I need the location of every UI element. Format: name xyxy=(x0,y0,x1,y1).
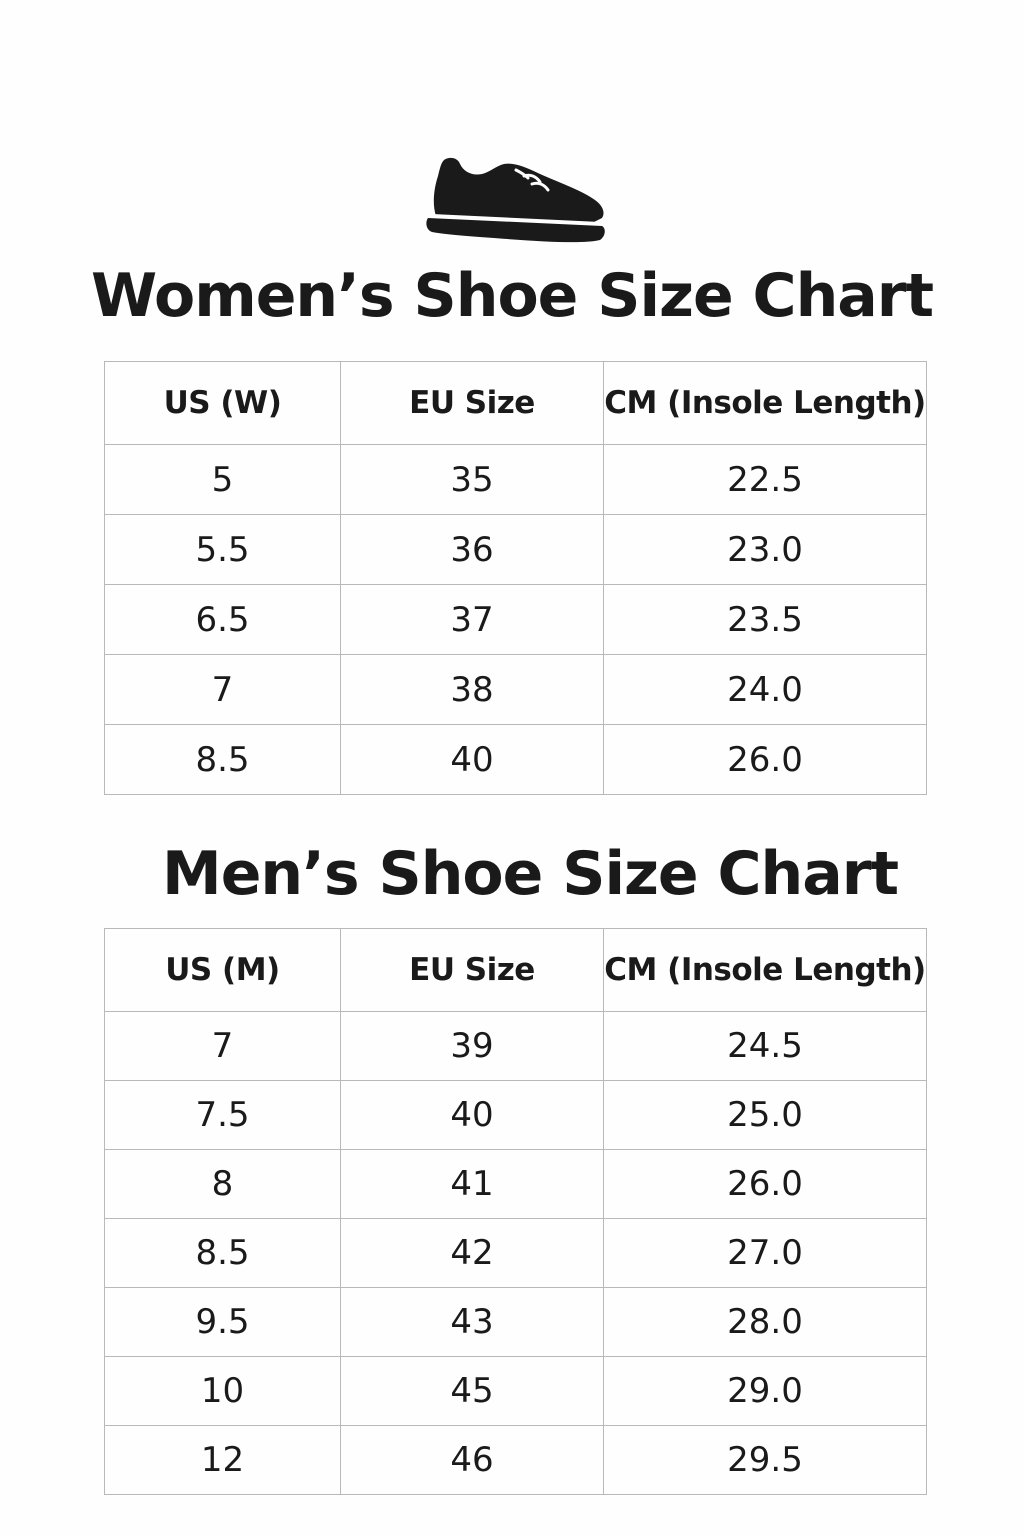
eu-size-cell: 40 xyxy=(340,724,604,795)
table-header-row: US (M) EU Size CM (Insole Length) xyxy=(104,928,927,1012)
women-size-table: US (W) EU Size CM (Insole Length) 5 35 2… xyxy=(104,361,927,795)
cm-length-cell: 22.5 xyxy=(603,444,927,515)
table-row: 7.5 40 25.0 xyxy=(104,1080,927,1150)
eu-size-cell: 38 xyxy=(340,654,604,725)
eu-size-cell: 36 xyxy=(340,514,604,585)
us-size-cell: 12 xyxy=(104,1425,341,1495)
cm-length-cell: 24.0 xyxy=(603,654,927,725)
us-size-cell: 9.5 xyxy=(104,1287,341,1357)
table-row: 6.5 37 23.5 xyxy=(104,584,927,655)
us-size-cell: 7.5 xyxy=(104,1080,341,1150)
us-size-cell: 7 xyxy=(104,1011,341,1081)
cm-length-cell: 26.0 xyxy=(603,724,927,795)
cm-length-cell: 25.0 xyxy=(603,1080,927,1150)
us-size-cell: 10 xyxy=(104,1356,341,1426)
column-header-cm-length: CM (Insole Length) xyxy=(603,361,927,445)
us-size-cell: 8 xyxy=(104,1149,341,1219)
us-size-cell: 8.5 xyxy=(104,724,341,795)
table-row: 5 35 22.5 xyxy=(104,444,927,515)
cm-length-cell: 24.5 xyxy=(603,1011,927,1081)
eu-size-cell: 42 xyxy=(340,1218,604,1288)
eu-size-cell: 37 xyxy=(340,584,604,655)
column-header-eu-size: EU Size xyxy=(340,361,604,445)
eu-size-cell: 35 xyxy=(340,444,604,515)
cm-length-cell: 29.0 xyxy=(603,1356,927,1426)
women-size-chart-title: Women’s Shoe Size Chart xyxy=(90,261,934,331)
eu-size-cell: 40 xyxy=(340,1080,604,1150)
table-row: 9.5 43 28.0 xyxy=(104,1287,927,1357)
eu-size-cell: 45 xyxy=(340,1356,604,1426)
table-header-row: US (W) EU Size CM (Insole Length) xyxy=(104,361,927,445)
table-row: 8 41 26.0 xyxy=(104,1149,927,1219)
cm-length-cell: 23.5 xyxy=(603,584,927,655)
table-row: 5.5 36 23.0 xyxy=(104,514,927,585)
cm-length-cell: 26.0 xyxy=(603,1149,927,1219)
table-row: 8.5 40 26.0 xyxy=(104,724,927,795)
column-header-cm-length: CM (Insole Length) xyxy=(603,928,927,1012)
us-size-cell: 5 xyxy=(104,444,341,515)
us-size-cell: 5.5 xyxy=(104,514,341,585)
cm-length-cell: 27.0 xyxy=(603,1218,927,1288)
us-size-cell: 8.5 xyxy=(104,1218,341,1288)
men-size-chart-title: Men’s Shoe Size Chart xyxy=(161,839,899,909)
eu-size-cell: 41 xyxy=(340,1149,604,1219)
table-row: 8.5 42 27.0 xyxy=(104,1218,927,1288)
us-size-cell: 6.5 xyxy=(104,584,341,655)
eu-size-cell: 46 xyxy=(340,1425,604,1495)
cm-length-cell: 23.0 xyxy=(603,514,927,585)
us-size-cell: 7 xyxy=(104,654,341,725)
table-row: 10 45 29.0 xyxy=(104,1356,927,1426)
column-header-us-size: US (W) xyxy=(104,361,341,445)
men-size-table: US (M) EU Size CM (Insole Length) 7 39 2… xyxy=(104,928,927,1495)
table-row: 7 39 24.5 xyxy=(104,1011,927,1081)
shoe-icon xyxy=(426,157,605,243)
table-row: 7 38 24.0 xyxy=(104,654,927,725)
eu-size-cell: 43 xyxy=(340,1287,604,1357)
eu-size-cell: 39 xyxy=(340,1011,604,1081)
table-row: 12 46 29.5 xyxy=(104,1425,927,1495)
cm-length-cell: 29.5 xyxy=(603,1425,927,1495)
cm-length-cell: 28.0 xyxy=(603,1287,927,1357)
column-header-us-size: US (M) xyxy=(104,928,341,1012)
column-header-eu-size: EU Size xyxy=(340,928,604,1012)
